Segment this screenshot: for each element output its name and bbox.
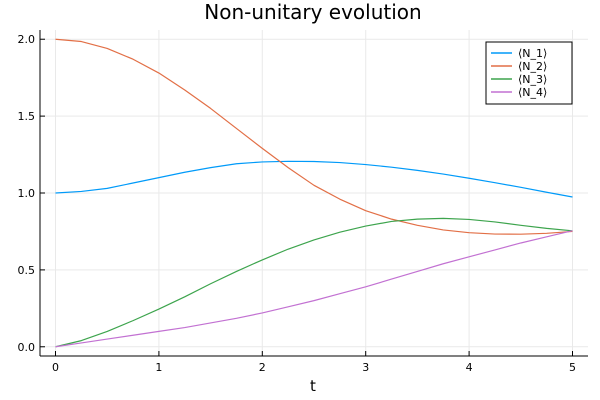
axes: [39, 30, 588, 357]
series-line-1: [55, 160, 573, 198]
x-tick-label: 2: [259, 361, 266, 374]
legend-label-4: ⟨N_4⟩: [518, 86, 547, 99]
x-tick-label: 0: [52, 361, 59, 374]
x-tick-label: 3: [362, 361, 369, 374]
y-tick-label: 1.0: [18, 187, 36, 200]
legend-label-3: ⟨N_3⟩: [518, 73, 547, 86]
legend: ⟨N_1⟩⟨N_2⟩⟨N_3⟩⟨N_4⟩: [485, 41, 573, 105]
legend-label-1: ⟨N_1⟩: [518, 47, 547, 60]
series-line-4: [55, 230, 573, 348]
legend-label-2: ⟨N_2⟩: [518, 60, 547, 73]
series-lines: [55, 38, 573, 348]
x-tick-label: 5: [569, 361, 576, 374]
series-line-2: [55, 38, 573, 235]
y-tick-label: 2.0: [18, 33, 36, 46]
x-tick-label: 4: [466, 361, 473, 374]
chart-title: Non-unitary evolution: [204, 0, 421, 24]
y-tick-label: 0.5: [18, 264, 36, 277]
tick-labels: 0 1 2 3 4 5 0.0 0.5 1.0 1.5 2.0: [18, 33, 576, 374]
y-tick-label: 1.5: [18, 110, 36, 123]
x-tick-label: 1: [155, 361, 162, 374]
y-tick-label: 0.0: [18, 341, 36, 354]
x-axis-label: t: [310, 377, 316, 395]
series-line-3: [55, 217, 573, 348]
